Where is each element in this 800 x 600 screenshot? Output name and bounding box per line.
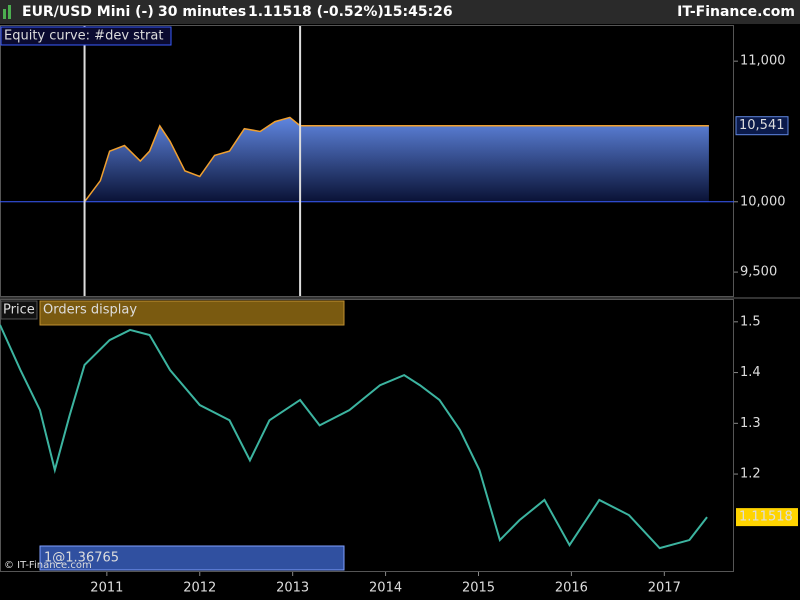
order-strip	[39, 545, 345, 571]
instrument: EUR/USD Mini (-)	[22, 4, 154, 20]
price-panel	[0, 299, 734, 572]
x-tick-label: 2015	[462, 581, 495, 596]
equity-chart: 9,500 10,000 11,000 10,541 Equity curve: #de…	[0, 26, 789, 296]
x-tick-label: 2017	[648, 581, 681, 596]
y-tick-label: 1.5	[740, 314, 761, 329]
x-tick-label: 2016	[555, 581, 588, 596]
x-tick-label: 2014	[369, 581, 402, 596]
y-tick-label: 11,000	[740, 54, 786, 69]
last-price-box	[736, 508, 798, 527]
last-value-label: 10,541	[739, 118, 785, 133]
x-tick-label: 2011	[90, 581, 123, 596]
panel-title: Equity curve: #dev strat	[4, 29, 163, 44]
y-tick-label: 1.4	[740, 365, 761, 380]
y-tick-label: 9,500	[740, 265, 777, 280]
last-price-label: 1.11518	[739, 510, 793, 525]
header-bar	[0, 0, 800, 24]
signal-icon	[3, 9, 6, 19]
last-value-box	[735, 116, 789, 136]
orders-box	[39, 300, 345, 326]
brand: IT-Finance.com	[677, 4, 795, 20]
orders-label: Orders display	[43, 303, 137, 318]
price-chart: 1.2 1.3 1.4 1.5 1.11518 Price Orders display 1@…	[0, 300, 798, 596]
y-tick-label: 10,000	[740, 194, 786, 209]
x-tick-label: 2013	[276, 581, 309, 596]
x-tick-label: 2012	[183, 581, 216, 596]
title-box	[0, 26, 172, 46]
signal-icon	[8, 5, 11, 19]
time: 15:45:26	[383, 4, 453, 20]
y-tick-label: 1.2	[740, 467, 761, 482]
panel-title: Price	[3, 303, 35, 318]
order-strip-label: 1@1.36765	[44, 551, 119, 566]
equity-area	[84, 117, 709, 202]
equity-line	[83, 116, 709, 203]
y-tick-label: 1.3	[740, 416, 761, 431]
title-box	[0, 300, 38, 320]
price-line	[0, 324, 708, 550]
quote: 1.11518 (-0.52%)	[248, 4, 384, 20]
timeframe: 30 minutes	[158, 4, 246, 20]
copyright: © IT-Finance.com	[4, 560, 92, 571]
